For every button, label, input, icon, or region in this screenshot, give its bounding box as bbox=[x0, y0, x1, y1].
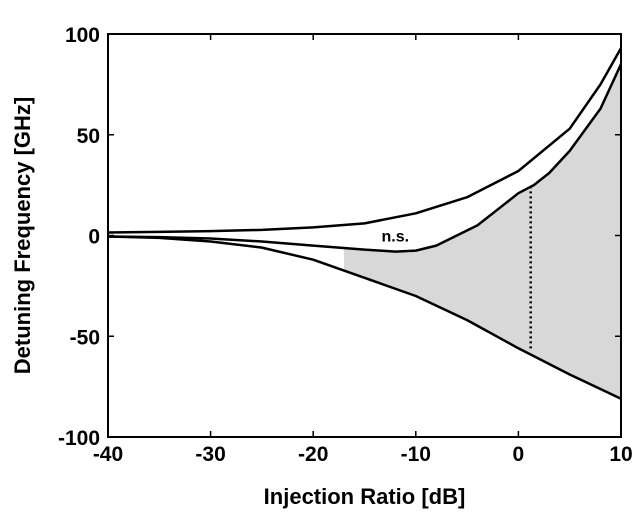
series-line-2 bbox=[107, 63, 623, 253]
series-line-1 bbox=[107, 47, 623, 234]
shaded-region-polygon bbox=[344, 64, 621, 399]
x-tick-label: 0 bbox=[513, 443, 525, 466]
y-tick-label: 0 bbox=[88, 226, 100, 249]
series-line-3 bbox=[107, 235, 622, 400]
x-axis-label: Injection Ratio [dB] bbox=[264, 484, 466, 509]
x-tick-label: -30 bbox=[195, 443, 225, 466]
x-tick-label: -10 bbox=[401, 443, 431, 466]
y-tick-label: 50 bbox=[77, 125, 100, 148]
y-tick-label: 100 bbox=[65, 24, 100, 47]
x-tick-label: 10 bbox=[609, 443, 632, 466]
annotation-ns: n.s. bbox=[381, 229, 409, 246]
series-lines bbox=[107, 47, 623, 400]
y-tick-label: -100 bbox=[58, 427, 100, 450]
y-tick-label: -50 bbox=[70, 326, 100, 349]
x-tick-label: -40 bbox=[93, 443, 123, 466]
x-tick-label: -20 bbox=[298, 443, 328, 466]
y-axis-label: Detuning Frequency [GHz] bbox=[10, 97, 35, 374]
stability-shaded-region bbox=[344, 64, 621, 399]
